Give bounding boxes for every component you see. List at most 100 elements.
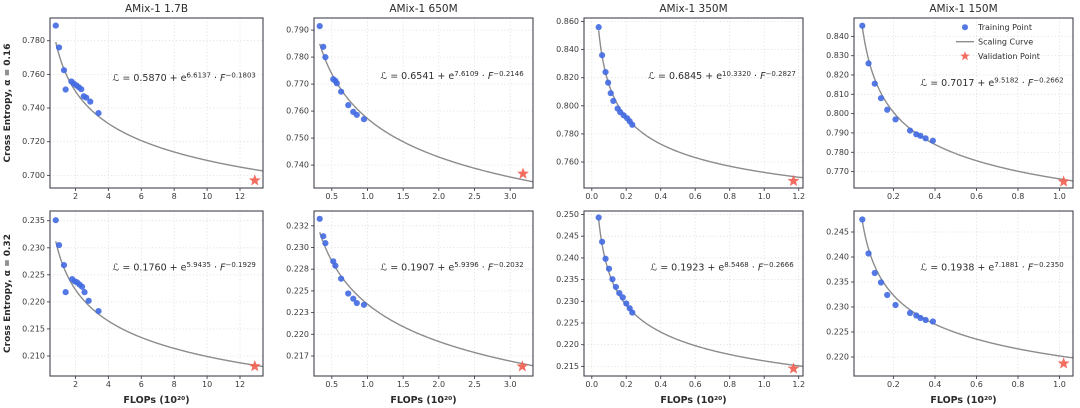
grid — [314, 18, 533, 188]
plot-border — [853, 17, 1074, 189]
y-tick-label: 0.225 — [22, 270, 45, 279]
x-tick-label: 0.0 — [585, 192, 598, 201]
x-tick-label: 6 — [139, 380, 144, 389]
training-point — [316, 23, 323, 30]
y-tick-label: 0.840 — [826, 32, 849, 41]
x-ticks: 0.5 1.0 1.5 2.0 2.5 3.0 — [325, 188, 517, 201]
x-tick-label: 0.4 — [654, 192, 667, 201]
subplot-cell-r1c2: 0.0 0.2 0.4 0.6 0.8 1.0 1.2 0.215 0.220 0.225 0.23… — [540, 204, 810, 408]
y-tick-label: 0.830 — [826, 51, 849, 60]
x-tick-label: 2.0 — [432, 192, 445, 201]
subplot-svg: 0.0 0.2 0.4 0.6 0.8 1.0 1.2 0.215 0.220 0.225 0.23… — [556, 210, 805, 406]
y-tick-label: 0.240 — [826, 253, 849, 262]
subplot-cell-r0c1: 0.5 1.0 1.5 2.0 2.5 3.0 0.740 0.750 0.760 0.770 0.… — [270, 0, 540, 204]
training-point — [610, 97, 617, 104]
y-tick-label: 0.240 — [556, 253, 579, 262]
plot-title: AMix-1 1.7B — [125, 3, 188, 15]
legend-label: Scaling Curve — [978, 38, 1033, 47]
y-tick-label: 0.230 — [826, 303, 849, 312]
y-tick-label: 0.800 — [556, 101, 579, 110]
y-tick-label: 0.230 — [22, 243, 45, 252]
plot-border — [313, 17, 534, 189]
x-tick-label: 0.8 — [1012, 192, 1025, 201]
training-point — [877, 95, 885, 102]
scaling-curve — [597, 219, 803, 368]
plot-title: AMix-1 350M — [659, 3, 727, 15]
x-tick-label: 1.2 — [792, 380, 805, 389]
y-tick-label: 0.810 — [826, 90, 849, 99]
x-tick-label: 0.4 — [929, 192, 942, 201]
training-point — [85, 297, 92, 304]
training-point — [338, 275, 345, 282]
y-tick-label: 0.790 — [826, 128, 849, 137]
training-point — [322, 54, 329, 61]
subplot-cell-r1c3: 0.2 0.4 0.6 0.8 1.0 0.220 0.225 0.230 0.235 0.240… — [810, 204, 1080, 408]
x-tick-label: 1.0 — [758, 192, 771, 201]
equation-label: ℒ = 0.1923 + e8.5468 · F−0.2666 — [650, 261, 794, 273]
training-point — [871, 269, 878, 277]
x-tick-label: 0.4 — [654, 380, 667, 389]
scaling-curve — [55, 241, 263, 368]
y-tick-label: 0.230 — [286, 243, 309, 252]
y-ticks: 0.770 0.780 0.790 0.800 0.810 0.820 0.830 0.840 — [826, 32, 854, 176]
training-point — [52, 22, 59, 29]
y-tick-label: 0.215 — [22, 324, 45, 333]
x-tick-label: 3.0 — [504, 380, 517, 389]
y-tick-label: 0.225 — [286, 286, 309, 295]
training-points — [52, 22, 102, 117]
x-tick-label: 4 — [106, 192, 111, 201]
plot-border — [49, 17, 264, 189]
training-point — [906, 309, 914, 317]
scaling-curve — [55, 41, 263, 172]
equation-label: ℒ = 0.6541 + e7.6109 · F−0.2146 — [380, 70, 524, 82]
x-tick-label: 2 — [73, 380, 78, 389]
y-tick-label: 0.700 — [22, 171, 45, 180]
validation-star — [1057, 175, 1070, 187]
training-point — [52, 217, 59, 224]
y-axis-label: Cross Entropy, α = 0.16 — [3, 44, 13, 163]
x-ticks: 2 4 6 8 10 12 — [73, 188, 245, 201]
equation-label: ℒ = 0.6845 + e10.3320 · F−0.2827 — [648, 70, 796, 82]
x-tick-label: 1.5 — [397, 192, 410, 201]
training-point — [353, 299, 360, 307]
x-ticks: 0.2 0.4 0.6 0.8 1.0 — [887, 376, 1066, 389]
y-tick-label: 0.232 — [286, 221, 309, 230]
y-tick-label: 0.245 — [826, 228, 849, 237]
y-ticks: 0.220 0.225 0.230 0.235 0.240 0.245 — [826, 228, 854, 362]
x-tick-label: 2.5 — [468, 192, 481, 201]
y-tick-label: 0.235 — [826, 278, 849, 287]
y-tick-label: 0.220 — [826, 353, 849, 362]
x-axis-label: FLOPs (10²⁰) — [390, 395, 456, 406]
training-point — [62, 86, 69, 93]
subplot-cell-r0c0: 2 4 6 8 10 12 0.700 0.720 0.740 0.760 0.780 AMix-1 … — [0, 0, 270, 204]
legend-validation-point-icon — [960, 51, 970, 61]
x-tick-label: 10 — [202, 380, 212, 389]
x-tick-label: 1.0 — [1053, 380, 1066, 389]
training-point — [95, 110, 102, 117]
y-tick-label: 0.220 — [286, 330, 309, 339]
subplot-cell-r1c0: 2 4 6 8 10 12 0.210 0.215 0.220 0.225 0.230 0.235 Cr… — [0, 204, 270, 408]
subplot-svg: 0.0 0.2 0.4 0.6 0.8 1.0 1.2 0.760 0.780 0.800 0.82… — [556, 3, 805, 201]
training-point — [929, 137, 936, 144]
validation-star — [248, 360, 261, 372]
x-tick-label: 1.0 — [361, 380, 374, 389]
plot-title: AMix-1 650M — [389, 3, 457, 15]
y-ticks: 0.217 0.220 0.223 0.225 0.228 0.230 0.232 — [286, 221, 314, 361]
x-tick-label: 0.2 — [887, 380, 900, 389]
plot-border — [583, 17, 804, 189]
training-points — [52, 217, 102, 315]
training-point — [55, 241, 63, 249]
equation-label: ℒ = 0.7017 + e9.5182 · F−0.2662 — [920, 77, 1063, 89]
training-point — [95, 307, 102, 315]
y-tick-label: 0.800 — [826, 109, 849, 118]
y-tick-label: 0.760 — [556, 158, 579, 167]
training-point — [929, 318, 936, 325]
y-tick-label: 0.228 — [286, 265, 309, 274]
plot-border — [49, 210, 264, 377]
training-points — [859, 216, 936, 325]
x-ticks: 0.2 0.4 0.6 0.8 1.0 — [887, 188, 1066, 201]
x-tick-label: 1.5 — [397, 380, 410, 389]
y-tick-label: 0.770 — [286, 80, 309, 89]
training-point — [60, 262, 68, 269]
x-tick-label: 0.8 — [1012, 380, 1025, 389]
